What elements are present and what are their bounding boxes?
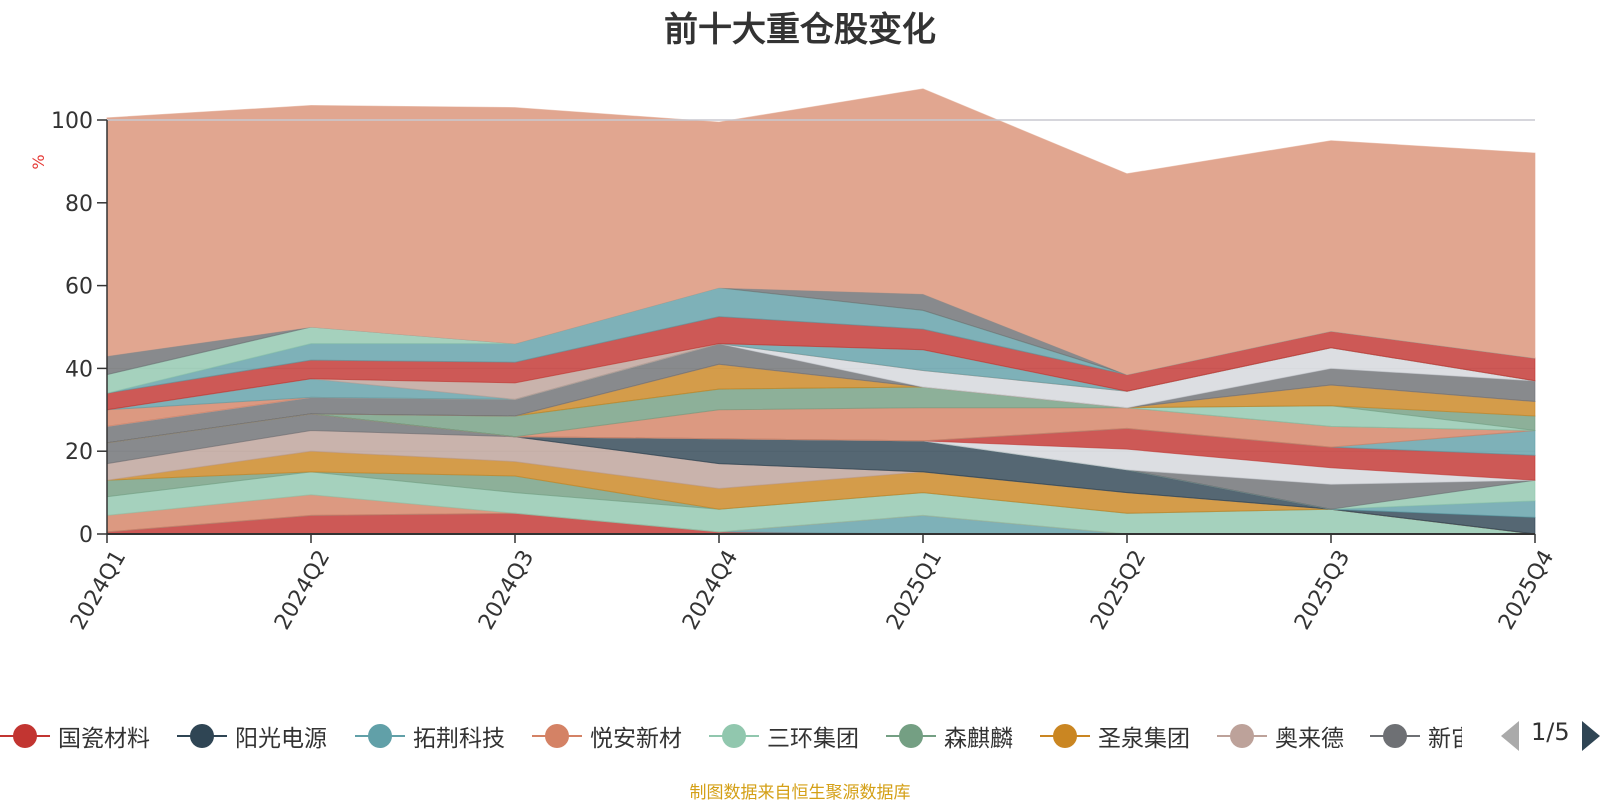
- legend-prev-page-button[interactable]: [1501, 721, 1519, 751]
- y-tick-label: 80: [65, 192, 93, 217]
- legend-item[interactable]: 三环集团: [709, 716, 859, 756]
- chart-title: 前十大重仓股变化: [664, 10, 936, 50]
- legend-marker-icon: [532, 723, 582, 749]
- legend: 国瓷材料 阳光电源 拓荆科技 悦安新材 三环集团 森麒麟 圣泉集团 奥来德 新宙邦: [0, 716, 1600, 756]
- x-tick-label: 2024Q1: [66, 546, 131, 634]
- source-note: 制图数据来自恒生聚源数据库: [689, 783, 911, 803]
- x-tick-label: 2025Q4: [1494, 546, 1559, 634]
- legend-item[interactable]: 拓荆科技: [355, 716, 505, 756]
- legend-label: 三环集团: [767, 726, 859, 752]
- legend-label: 森麒麟: [944, 726, 1013, 752]
- legend-item[interactable]: 阳光电源: [177, 716, 327, 756]
- y-tick-label: 60: [65, 275, 93, 300]
- legend-marker-icon: [1040, 723, 1090, 749]
- legend-marker-icon: [1217, 723, 1267, 749]
- legend-item[interactable]: 悦安新材: [532, 716, 682, 756]
- legend-next-page-button[interactable]: [1582, 721, 1600, 751]
- legend-label: 圣泉集团: [1098, 726, 1190, 752]
- x-tick-label: 2025Q3: [1290, 546, 1355, 634]
- x-tick-label: 2024Q3: [474, 546, 539, 634]
- area-layer: [106, 88, 1536, 535]
- x-tick-label: 2025Q2: [1086, 546, 1151, 634]
- legend-label: 拓荆科技: [413, 726, 505, 752]
- legend-label: 阳光电源: [235, 726, 327, 752]
- y-tick-label: 20: [65, 440, 93, 465]
- legend-page-indicator: 1/5: [1531, 718, 1570, 746]
- legend-marker-icon: [0, 723, 50, 749]
- legend-label: 新宙邦: [1428, 726, 1462, 752]
- legend-items: 国瓷材料 阳光电源 拓荆科技 悦安新材 三环集团 森麒麟 圣泉集团 奥来德 新宙邦: [0, 716, 1462, 756]
- y-tick-label: 0: [79, 523, 93, 548]
- area-series-其他: [106, 88, 1536, 376]
- legend-marker-icon: [1370, 723, 1420, 749]
- legend-item[interactable]: 新宙邦: [1370, 716, 1462, 756]
- y-tick-label: 100: [51, 109, 93, 134]
- legend-item[interactable]: 圣泉集团: [1040, 716, 1190, 756]
- legend-item[interactable]: 奥来德: [1217, 716, 1344, 756]
- legend-label: 奥来德: [1275, 726, 1344, 752]
- legend-item[interactable]: 森麒麟: [886, 716, 1013, 756]
- legend-marker-icon: [177, 723, 227, 749]
- legend-marker-icon: [886, 723, 936, 749]
- x-tick-label: 2024Q4: [678, 546, 743, 634]
- legend-label: 国瓷材料: [58, 726, 150, 752]
- legend-marker-icon: [355, 723, 405, 749]
- legend-item[interactable]: 国瓷材料: [0, 716, 150, 756]
- legend-marker-icon: [709, 723, 759, 749]
- y-axis-unit-label: %: [29, 154, 48, 169]
- y-tick-label: 40: [65, 357, 93, 382]
- x-tick-label: 2024Q2: [270, 546, 335, 634]
- x-tick-label: 2025Q1: [882, 546, 947, 634]
- legend-label: 悦安新材: [590, 726, 682, 752]
